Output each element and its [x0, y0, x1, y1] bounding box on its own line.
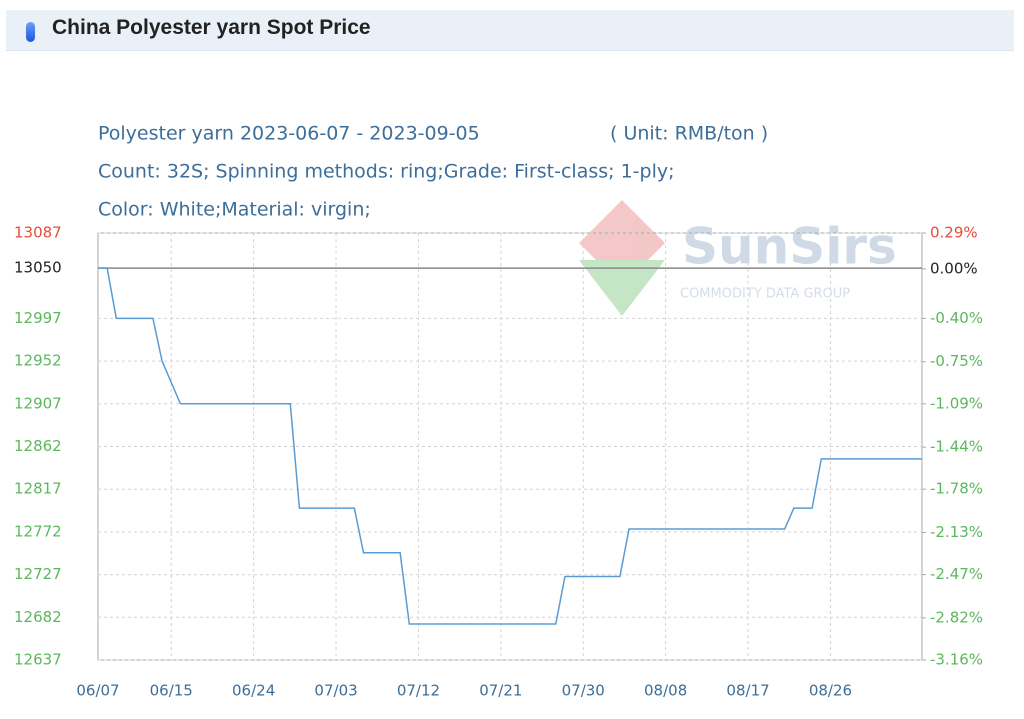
- y-tick-label: 12997: [14, 309, 62, 327]
- y2-tick-label: -0.75%: [930, 352, 983, 370]
- y-tick-label: 12637: [14, 651, 62, 669]
- header-bar: China Polyester yarn Spot Price: [6, 10, 1014, 51]
- header-title: China Polyester yarn Spot Price: [52, 16, 371, 39]
- x-tick-label: 06/07: [76, 682, 119, 700]
- y2-tick-label: -1.44%: [930, 438, 983, 456]
- chart-title: Polyester yarn 2023-06-07 - 2023-09-05: [98, 123, 480, 145]
- y-tick-label: 13050: [14, 259, 62, 277]
- y2-tick-label: -1.78%: [930, 480, 983, 498]
- x-tick-label: 08/08: [644, 682, 687, 700]
- y2-tick-label: -0.40%: [930, 309, 983, 327]
- y2-tick-label: -1.09%: [930, 394, 983, 412]
- chart-subtitle: Count: 32S; Spinning methods: ring;Grade…: [98, 161, 675, 183]
- watermark-tagline: COMMODITY DATA GROUP: [680, 287, 850, 302]
- x-tick-label: 06/15: [150, 682, 193, 700]
- y2-tick-label: -2.13%: [930, 523, 983, 541]
- chart-subtitle: Color: White;Material: virgin;: [98, 199, 371, 221]
- y-tick-label: 12862: [14, 437, 62, 455]
- y2-tick-label: 0.00%: [930, 259, 978, 277]
- y-tick-label: 12817: [14, 480, 62, 498]
- x-tick-label: 07/30: [562, 682, 605, 700]
- x-tick-label: 07/03: [314, 682, 357, 700]
- y-tick-label: 12727: [14, 565, 62, 583]
- y2-tick-label: -3.16%: [930, 651, 983, 669]
- y-tick-label: 12907: [14, 394, 62, 412]
- header-icon: [26, 22, 35, 42]
- y-tick-label: 12772: [14, 522, 62, 540]
- x-tick-label: 08/17: [726, 682, 769, 700]
- chart-unit: ( Unit: RMB/ton ): [610, 123, 768, 145]
- y2-tick-label: -2.47%: [930, 565, 983, 583]
- watermark-brand: SunSirs: [682, 218, 897, 276]
- y2-tick-label: 0.29%: [930, 224, 978, 242]
- y-tick-label: 12682: [14, 608, 62, 626]
- x-tick-label: 07/12: [397, 682, 440, 700]
- x-tick-label: 08/26: [809, 682, 852, 700]
- watermark-logo: [579, 260, 665, 316]
- watermark: SunSirs COMMODITY DATA GROUP: [579, 200, 897, 316]
- y2-tick-label: -2.82%: [930, 608, 983, 626]
- watermark-logo: [579, 200, 665, 286]
- x-tick-label: 06/24: [232, 682, 275, 700]
- price-line: [98, 267, 922, 625]
- y-tick-label: 13087: [14, 224, 62, 242]
- x-tick-label: 07/21: [479, 682, 522, 700]
- y-tick-label: 12952: [14, 352, 62, 370]
